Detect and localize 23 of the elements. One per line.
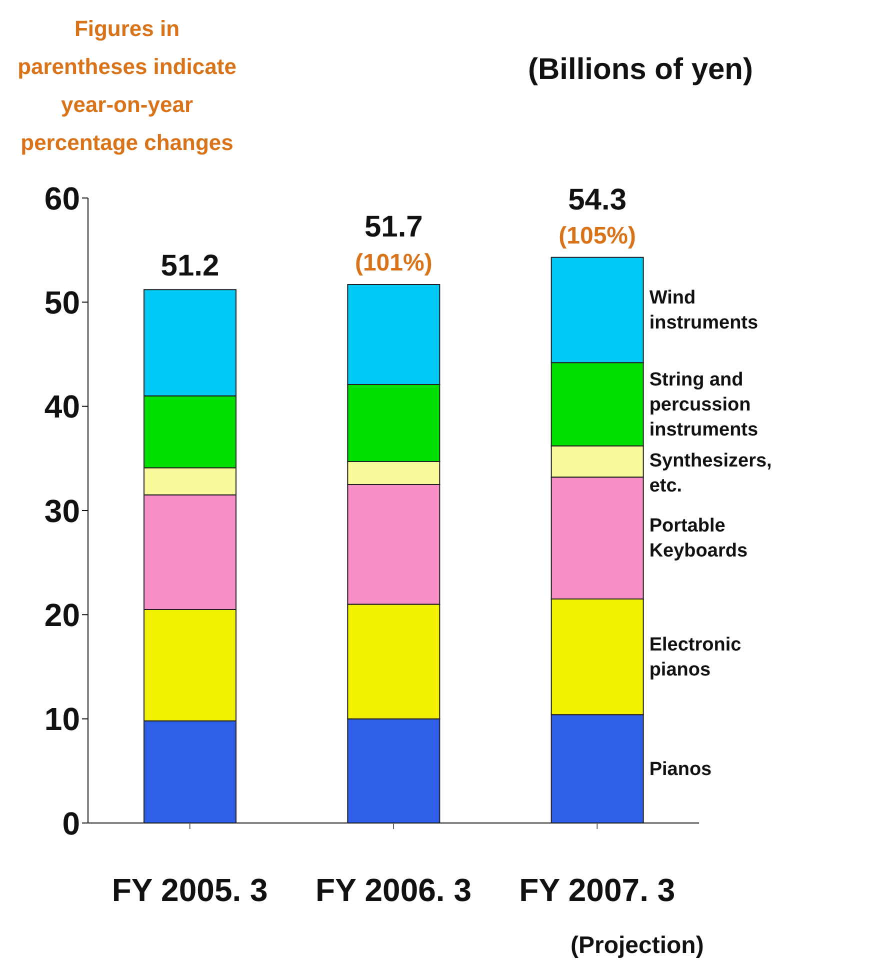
text: Figures in parentheses indicate year-on-year percentage changes [16, 15, 238, 157]
total-label: 54.3 [568, 183, 627, 216]
y-tick-label: 50 [44, 284, 80, 321]
series-label: Wind instruments [649, 286, 758, 333]
total-label: 51.2 [160, 250, 220, 283]
y-axis-title: (Billions of yen) [528, 53, 753, 87]
series-label: Synthesizers, etc. [649, 450, 772, 496]
x-tick-label: FY 2007. 3 (Projection) [519, 872, 704, 959]
total-label: 51.7 [364, 210, 423, 244]
y-tick-label: 60 [44, 180, 80, 216]
y-tick-label: 30 [44, 492, 80, 529]
series-label: Electronic pianos [649, 634, 742, 680]
y-tick-label: 40 [44, 388, 80, 425]
series-label: Portable Keyboards [649, 515, 748, 562]
annotation: (101%) [354, 249, 432, 276]
x-tick-label: FY 2006. 3 [316, 872, 472, 908]
x-tick-label: FY 2005. 3 [112, 872, 268, 908]
y-tick-label: 10 [44, 701, 80, 738]
series-label: String and percussion instruments [649, 368, 758, 440]
annotation: (105%) [558, 222, 636, 250]
y-tick-label: 0 [62, 805, 80, 842]
y-tick-label: 20 [44, 597, 80, 634]
series-label: Pianos [649, 758, 712, 780]
